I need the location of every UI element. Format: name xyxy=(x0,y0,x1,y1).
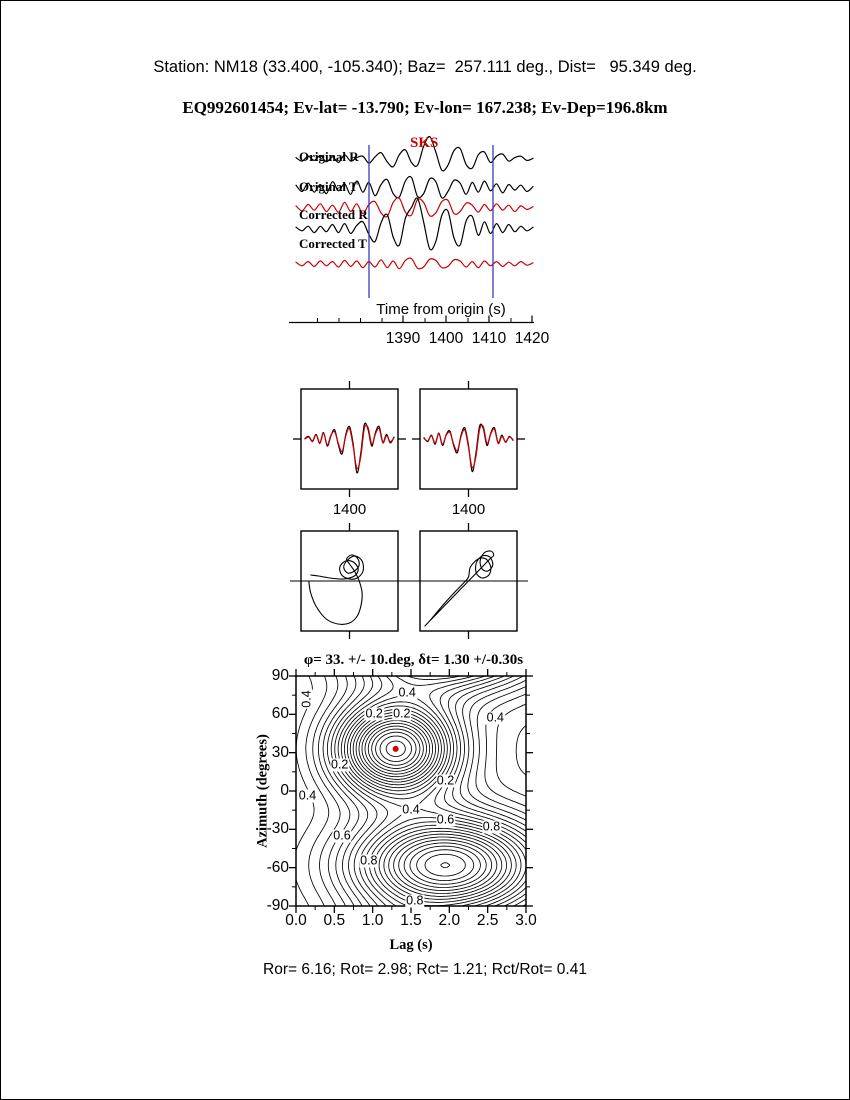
contour-level-label: 0.8 xyxy=(405,893,425,908)
lag-tick-label: 2.0 xyxy=(438,912,461,929)
lag-tick-label: 1.5 xyxy=(400,912,422,929)
contour-level-label: 0.2 xyxy=(329,757,350,772)
azimuth-tick-label: 90 xyxy=(271,667,289,684)
time-tick-label: 1410 xyxy=(471,330,507,347)
contour-level-label: 0.4 xyxy=(297,788,318,803)
comparison-tick-label: 1400 xyxy=(451,501,486,518)
azimuth-tick-label: -90 xyxy=(266,897,289,914)
lag-tick-label: 1.0 xyxy=(361,912,384,929)
contour-level-label: 0.8 xyxy=(481,819,502,834)
contour-line xyxy=(364,722,487,888)
contour-level-label: 0.8 xyxy=(359,853,379,868)
contour-level-label: 0.2 xyxy=(364,706,384,721)
contour-level-label: 0.4 xyxy=(299,689,314,709)
azimuth-tick-label: -60 xyxy=(266,858,289,876)
result-line: Ror= 6.16; Rot= 2.98; Rct= 1.21; Rct/Rot… xyxy=(263,961,587,978)
contour-line xyxy=(312,675,527,907)
trace-label-original-r: Original R xyxy=(299,149,359,164)
contour-level-label: 0.6 xyxy=(332,828,352,843)
comparison-trace xyxy=(423,424,514,469)
time-axis-label: Time from origin (s) xyxy=(376,301,506,318)
contour-line xyxy=(367,725,481,885)
contour-title: φ= 33. +/- 10.deg, δt= 1.30 +/-0.30s xyxy=(303,652,524,668)
contour-line xyxy=(355,714,503,897)
contour-line xyxy=(361,720,493,892)
lag-tick-label: 0.0 xyxy=(285,912,307,929)
contour-line xyxy=(358,717,498,894)
contour-level-label: 0.2 xyxy=(392,706,412,721)
azimuth-tick-label: 30 xyxy=(271,743,289,761)
comparison-tick-label: 1400 xyxy=(332,501,367,518)
contour-level-label: 0.4 xyxy=(397,685,417,700)
contour-line xyxy=(346,705,517,907)
contour-line xyxy=(322,675,527,907)
contour-level-label: 0.4 xyxy=(485,710,506,725)
contour-line xyxy=(317,675,527,907)
azimuth-tick-label: -30 xyxy=(266,820,289,838)
comparison-box xyxy=(419,388,518,490)
contour-line xyxy=(515,725,527,776)
trace-label-corrected-t: Corrected T xyxy=(299,236,367,251)
trace-label-original-t: Original T xyxy=(299,179,358,194)
trace-label-corrected-r: Corrected R xyxy=(299,207,368,222)
lag-tick-label: 0.5 xyxy=(323,912,346,929)
time-tick-label: 1400 xyxy=(428,330,464,347)
contour-line xyxy=(371,728,475,882)
contour-line xyxy=(352,711,508,900)
azimuth-tick-label: 0 xyxy=(280,782,289,799)
contour-level-label: 0.6 xyxy=(435,812,456,827)
azimuth-tick-label: 60 xyxy=(271,705,289,723)
comparison-trace xyxy=(304,424,395,470)
contour-line xyxy=(379,735,451,869)
time-tick-label: 1390 xyxy=(385,330,421,347)
lag-axis-label: Lag (s) xyxy=(389,937,433,953)
contour-line xyxy=(385,740,406,757)
phase-label-sks: SKS xyxy=(410,135,439,151)
particle-motion-path xyxy=(308,554,365,625)
comparison-trace xyxy=(304,422,395,474)
station-header: Station: NM18 (33.400, -105.340); Baz= 2… xyxy=(153,58,697,76)
comparison-box xyxy=(300,388,399,490)
time-tick-label: 1420 xyxy=(514,330,550,347)
best-solution-dot xyxy=(392,745,399,752)
particle-motion-path xyxy=(424,550,495,627)
contour-level-label: 0.4 xyxy=(401,802,421,817)
seismogram-trace xyxy=(295,257,534,270)
contour-level-label: 0.2 xyxy=(435,773,456,788)
contour-line xyxy=(375,731,466,877)
lag-tick-label: 3.0 xyxy=(515,912,537,929)
event-header: EQ992601454; Ev-lat= -13.790; Ev-lon= 16… xyxy=(182,98,668,117)
lag-tick-label: 2.5 xyxy=(476,912,499,929)
